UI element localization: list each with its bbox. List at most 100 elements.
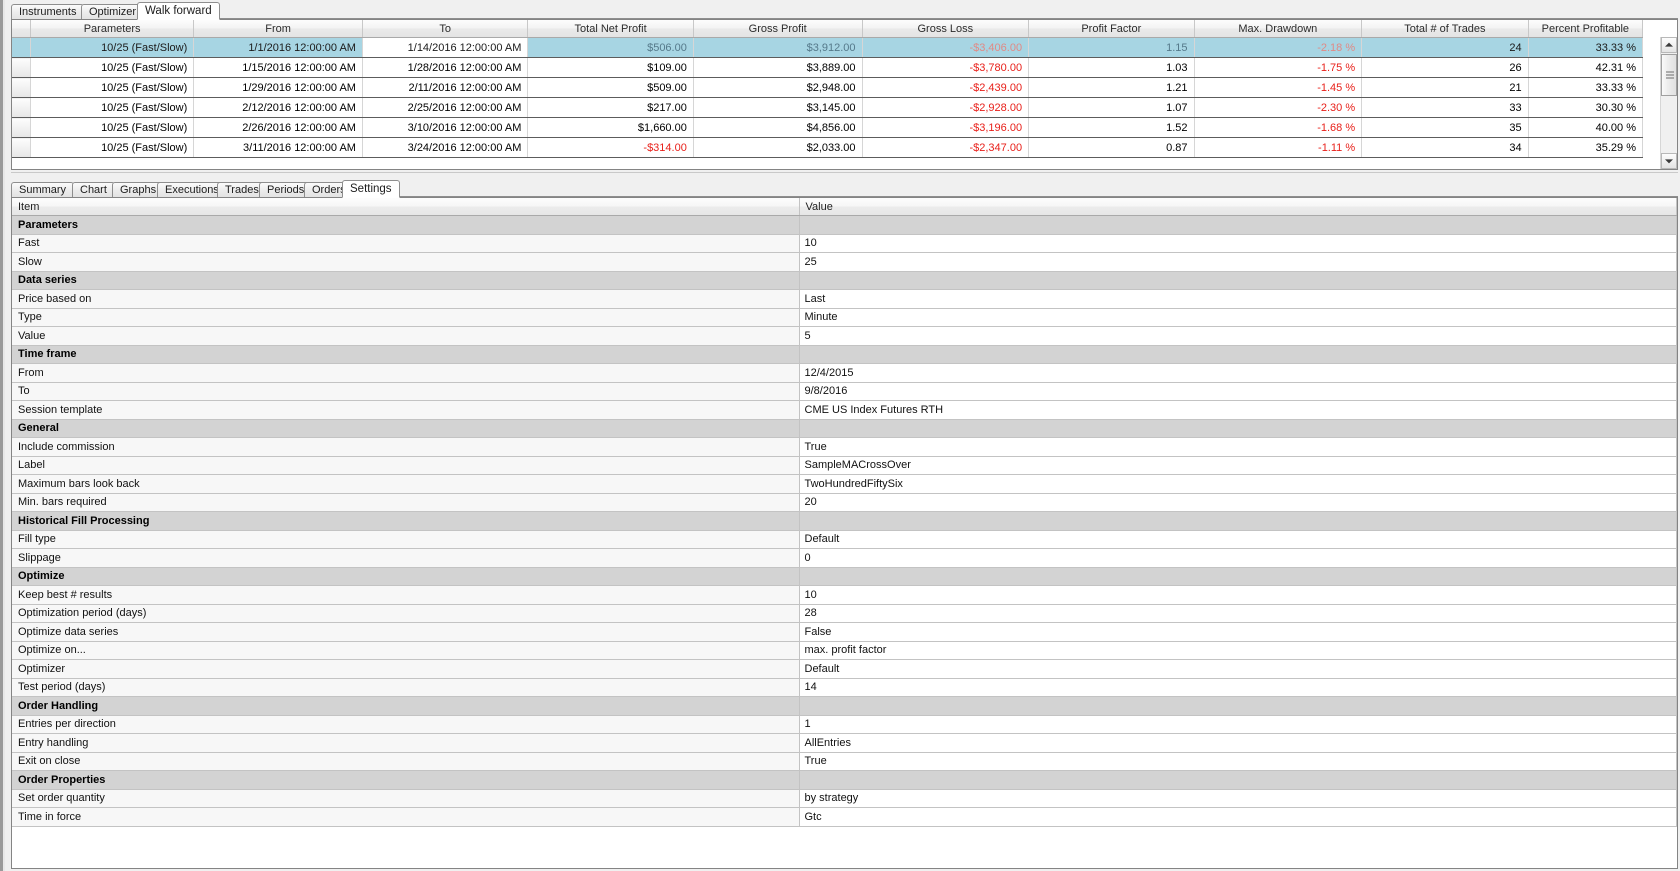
settings-value-cell[interactable]: 25 (799, 252, 1677, 272)
settings-row[interactable]: Entries per direction 1 (12, 715, 1677, 734)
cell-percent-profitable[interactable]: 33.33 % (1528, 37, 1644, 58)
cell-gross-loss[interactable]: -$3,406.00 (862, 37, 1030, 58)
settings-row[interactable]: To 9/8/2016 (12, 382, 1677, 401)
settings-row[interactable]: Optimize data series False (12, 622, 1677, 642)
col-header-percent-profitable[interactable]: Percent Profitable (1528, 20, 1644, 38)
settings-col-header-value[interactable]: Value (799, 198, 1677, 216)
col-header-max-drawdown[interactable]: Max. Drawdown (1194, 20, 1363, 38)
settings-value-cell[interactable]: Default (799, 659, 1677, 679)
settings-value-cell[interactable]: Last (799, 289, 1677, 309)
cell-parameters[interactable]: 10/25 (Fast/Slow) (30, 117, 195, 138)
cell-gross-loss[interactable]: -$3,780.00 (862, 57, 1030, 78)
cell-to[interactable]: 1/14/2016 12:00:00 AM (362, 37, 529, 58)
col-header-from[interactable]: From (193, 20, 363, 38)
cell-total-trades[interactable]: 21 (1361, 77, 1529, 98)
col-header-profit-factor[interactable]: Profit Factor (1028, 20, 1195, 38)
cell-total-net-profit[interactable]: $509.00 (527, 77, 694, 98)
settings-value-cell[interactable]: 0 (799, 548, 1677, 568)
settings-value-cell[interactable]: 28 (799, 604, 1677, 623)
scroll-down-arrow-icon[interactable] (1661, 153, 1677, 169)
cell-gross-profit[interactable]: $4,856.00 (693, 117, 863, 138)
cell-total-net-profit[interactable]: $506.00 (527, 37, 694, 58)
settings-value-cell[interactable]: Minute (799, 308, 1677, 327)
settings-row[interactable]: Slow 25 (12, 252, 1677, 272)
cell-gross-loss[interactable]: -$2,439.00 (862, 77, 1030, 98)
settings-row[interactable]: Price based on Last (12, 289, 1677, 309)
settings-row[interactable]: Maximum bars look back TwoHundredFiftySix (12, 474, 1677, 494)
panel-splitter[interactable] (11, 172, 1678, 179)
cell-profit-factor[interactable]: 1.52 (1028, 117, 1195, 138)
col-header-total-net-profit[interactable]: Total Net Profit (527, 20, 694, 38)
cell-total-trades[interactable]: 35 (1361, 117, 1529, 138)
settings-row[interactable]: Entry handling AllEntries (12, 733, 1677, 753)
settings-row[interactable]: Test period (days) 14 (12, 678, 1677, 697)
cell-max-drawdown[interactable]: -1.45 % (1194, 77, 1363, 98)
settings-value-cell[interactable]: CME US Index Futures RTH (799, 400, 1677, 420)
settings-value-cell[interactable]: True (799, 752, 1677, 771)
cell-gross-profit[interactable]: $3,145.00 (693, 97, 863, 118)
cell-gross-profit[interactable]: $3,889.00 (693, 57, 863, 78)
cell-from[interactable]: 2/12/2016 12:00:00 AM (193, 97, 363, 118)
cell-max-drawdown[interactable]: -1.68 % (1194, 117, 1363, 138)
settings-value-cell[interactable]: 5 (799, 326, 1677, 346)
tab-walk-forward[interactable]: Walk forward (137, 2, 220, 20)
cell-total-net-profit[interactable]: $109.00 (527, 57, 694, 78)
row-header-cell[interactable] (12, 137, 31, 158)
tab-executions[interactable]: Executions (157, 182, 227, 197)
tab-settings[interactable]: Settings (342, 180, 400, 198)
settings-category-row[interactable]: Data series (12, 271, 1677, 290)
settings-value-cell[interactable]: 9/8/2016 (799, 382, 1677, 401)
settings-value-cell[interactable]: 14 (799, 678, 1677, 697)
tab-periods[interactable]: Periods (259, 182, 313, 197)
tab-trades[interactable]: Trades (217, 182, 267, 197)
table-row[interactable]: 10/25 (Fast/Slow) 3/11/2016 12:00:00 AM … (12, 137, 1644, 158)
cell-gross-loss[interactable]: -$3,196.00 (862, 117, 1030, 138)
scroll-up-arrow-icon[interactable] (1661, 37, 1677, 53)
settings-value-cell[interactable]: 12/4/2015 (799, 363, 1677, 383)
cell-gross-loss[interactable]: -$2,928.00 (862, 97, 1030, 118)
cell-total-net-profit[interactable]: $217.00 (527, 97, 694, 118)
cell-max-drawdown[interactable]: -1.75 % (1194, 57, 1363, 78)
col-header-to[interactable]: To (362, 20, 529, 38)
col-header-gross-profit[interactable]: Gross Profit (693, 20, 863, 38)
cell-percent-profitable[interactable]: 30.30 % (1528, 97, 1644, 118)
cell-profit-factor[interactable]: 0.87 (1028, 137, 1195, 158)
cell-parameters[interactable]: 10/25 (Fast/Slow) (30, 137, 195, 158)
col-header-total-trades[interactable]: Total # of Trades (1361, 20, 1529, 38)
settings-category-row[interactable]: Order Properties (12, 770, 1677, 790)
cell-parameters[interactable]: 10/25 (Fast/Slow) (30, 57, 195, 78)
cell-total-net-profit[interactable]: -$314.00 (527, 137, 694, 158)
cell-from[interactable]: 1/29/2016 12:00:00 AM (193, 77, 363, 98)
table-row[interactable]: 10/25 (Fast/Slow) 2/12/2016 12:00:00 AM … (12, 97, 1644, 118)
settings-row[interactable]: Label SampleMACrossOver (12, 456, 1677, 475)
settings-row[interactable]: From 12/4/2015 (12, 363, 1677, 383)
cell-max-drawdown[interactable]: -1.11 % (1194, 137, 1363, 158)
cell-to[interactable]: 1/28/2016 12:00:00 AM (362, 57, 529, 78)
tab-summary[interactable]: Summary (11, 182, 75, 197)
settings-row[interactable]: Min. bars required 20 (12, 493, 1677, 512)
cell-profit-factor[interactable]: 1.03 (1028, 57, 1195, 78)
settings-row[interactable]: Set order quantity by strategy (12, 789, 1677, 808)
cell-from[interactable]: 1/15/2016 12:00:00 AM (193, 57, 363, 78)
settings-value-cell[interactable]: False (799, 622, 1677, 642)
settings-value-cell[interactable]: Default (799, 530, 1677, 549)
settings-category-row[interactable]: Parameters (12, 215, 1677, 235)
settings-row[interactable]: Optimize on... max. profit factor (12, 641, 1677, 660)
cell-total-trades[interactable]: 24 (1361, 37, 1529, 58)
col-header-gross-loss[interactable]: Gross Loss (862, 20, 1030, 38)
tab-chart[interactable]: Chart (72, 182, 115, 197)
settings-value-cell[interactable]: 10 (799, 234, 1677, 253)
cell-to[interactable]: 2/25/2016 12:00:00 AM (362, 97, 529, 118)
settings-row[interactable]: Value 5 (12, 326, 1677, 346)
cell-total-net-profit[interactable]: $1,660.00 (527, 117, 694, 138)
settings-row[interactable]: Fill type Default (12, 530, 1677, 549)
settings-row[interactable]: Slippage 0 (12, 548, 1677, 568)
cell-total-trades[interactable]: 33 (1361, 97, 1529, 118)
settings-row[interactable]: Session template CME US Index Futures RTH (12, 400, 1677, 420)
cell-total-trades[interactable]: 34 (1361, 137, 1529, 158)
cell-percent-profitable[interactable]: 42.31 % (1528, 57, 1644, 78)
cell-profit-factor[interactable]: 1.15 (1028, 37, 1195, 58)
settings-category-row[interactable]: Optimize (12, 567, 1677, 586)
col-header-parameters[interactable]: Parameters (30, 20, 195, 38)
settings-category-row[interactable]: General (12, 419, 1677, 438)
